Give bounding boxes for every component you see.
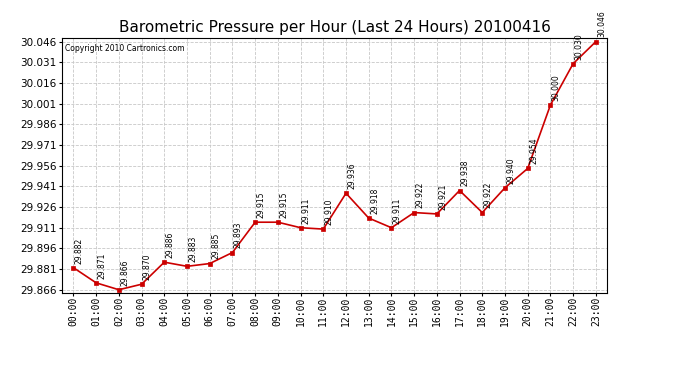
Text: 29.915: 29.915: [257, 192, 266, 218]
Text: 29.870: 29.870: [143, 254, 152, 280]
Title: Barometric Pressure per Hour (Last 24 Hours) 20100416: Barometric Pressure per Hour (Last 24 Ho…: [119, 20, 551, 35]
Text: 29.883: 29.883: [188, 236, 197, 262]
Text: 30.000: 30.000: [552, 74, 561, 101]
Text: 29.910: 29.910: [325, 198, 334, 225]
Text: 29.866: 29.866: [120, 259, 129, 286]
Text: 29.886: 29.886: [166, 232, 175, 258]
Text: 29.882: 29.882: [75, 237, 84, 264]
Text: 29.954: 29.954: [529, 138, 538, 164]
Text: 29.938: 29.938: [461, 160, 470, 186]
Text: 29.936: 29.936: [347, 162, 357, 189]
Text: 29.915: 29.915: [279, 192, 288, 218]
Text: 29.922: 29.922: [484, 182, 493, 209]
Text: 29.918: 29.918: [370, 188, 379, 214]
Text: 29.940: 29.940: [506, 157, 515, 184]
Text: 29.911: 29.911: [393, 197, 402, 223]
Text: 30.046: 30.046: [598, 11, 607, 38]
Text: 29.885: 29.885: [211, 233, 220, 260]
Text: 29.893: 29.893: [234, 222, 243, 248]
Text: 29.911: 29.911: [302, 197, 311, 223]
Text: Copyright 2010 Cartronics.com: Copyright 2010 Cartronics.com: [65, 44, 184, 53]
Text: 29.921: 29.921: [438, 183, 447, 210]
Text: 29.871: 29.871: [97, 252, 106, 279]
Text: 29.922: 29.922: [415, 182, 424, 209]
Text: 30.030: 30.030: [575, 33, 584, 60]
